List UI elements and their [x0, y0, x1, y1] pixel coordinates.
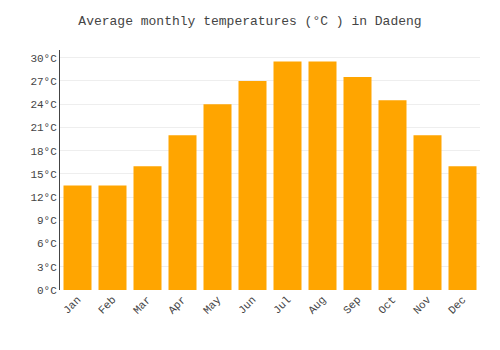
svg-text:27°C: 27°C — [30, 76, 57, 88]
svg-text:Mar: Mar — [131, 294, 153, 316]
svg-text:0°C: 0°C — [37, 285, 57, 297]
svg-text:Jan: Jan — [61, 294, 83, 316]
svg-text:Sep: Sep — [341, 294, 363, 316]
svg-text:12°C: 12°C — [30, 192, 57, 204]
svg-text:Dec: Dec — [446, 294, 468, 316]
svg-text:18°C: 18°C — [30, 146, 57, 158]
svg-text:Oct: Oct — [376, 294, 398, 316]
svg-text:May: May — [201, 294, 224, 317]
svg-text:6°C: 6°C — [37, 238, 57, 250]
svg-text:Aug: Aug — [306, 294, 328, 316]
svg-text:9°C: 9°C — [37, 215, 57, 227]
svg-text:3°C: 3°C — [37, 262, 57, 274]
svg-text:Jun: Jun — [236, 294, 258, 316]
svg-text:Apr: Apr — [166, 294, 188, 316]
svg-text:Jul: Jul — [271, 294, 293, 316]
svg-text:24°C: 24°C — [30, 99, 57, 111]
svg-text:Feb: Feb — [96, 294, 118, 316]
svg-text:15°C: 15°C — [30, 169, 57, 181]
svg-text:21°C: 21°C — [30, 122, 57, 134]
svg-text:30°C: 30°C — [30, 53, 57, 65]
svg-text:Nov: Nov — [411, 294, 434, 317]
svg-text:Average monthly temperatures (: Average monthly temperatures (°C ) in Da… — [78, 14, 421, 29]
